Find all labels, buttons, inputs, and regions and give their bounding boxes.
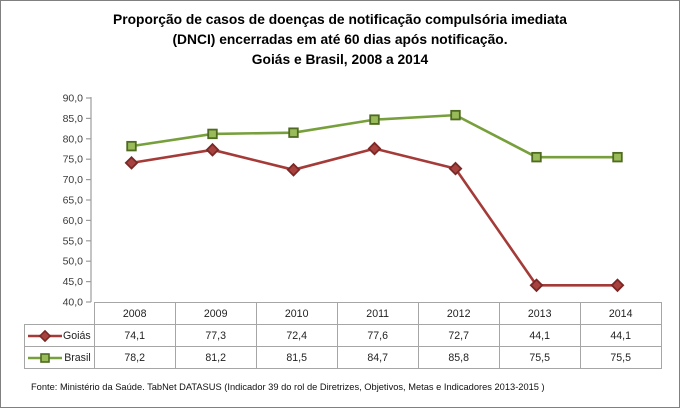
value-cell: 75,5 [579, 346, 662, 369]
series-label-goias: Goiás [63, 329, 91, 342]
table-row-brasil: Brasil 78,2 81,2 81,5 84,7 85,8 75,5 75,5 [24, 346, 662, 369]
chart-title: Proporção de casos de doenças de notific… [1, 10, 679, 70]
diamond-marker-icon [529, 278, 544, 293]
value-cell: 75,5 [498, 346, 581, 369]
y-tick-label: 60,0 [63, 215, 84, 227]
y-tick-label: 70,0 [63, 174, 84, 186]
value-cell: 84,7 [336, 346, 419, 369]
table-row-goias: Goiás 74,1 77,3 72,4 77,6 72,7 44,1 44,1 [24, 324, 662, 347]
source-note: Fonte: Ministério da Saúde. TabNet DATAS… [31, 382, 545, 392]
year-cell: 2012 [417, 302, 500, 325]
value-cell: 72,7 [417, 324, 500, 347]
goias-legend-key-icon [27, 329, 63, 342]
square-marker-icon [126, 140, 137, 152]
y-tick-label: 65,0 [63, 195, 84, 207]
value-cell: 77,3 [174, 324, 257, 347]
y-tick-label: 75,0 [63, 154, 84, 166]
diamond-marker-icon [286, 162, 301, 177]
diamond-marker-icon [205, 142, 220, 157]
square-marker-icon [612, 151, 623, 163]
legend-cell-brasil: Brasil [24, 346, 95, 369]
y-tick-label: 80,0 [63, 133, 84, 145]
value-cell: 44,1 [579, 324, 662, 347]
value-cell: 81,2 [174, 346, 257, 369]
series-brasil [126, 109, 623, 163]
diamond-marker-icon [448, 161, 463, 176]
series-goiás [124, 141, 625, 293]
square-marker-icon [288, 127, 299, 138]
chart-title-line3: Goiás e Brasil, 2008 a 2014 [251, 52, 429, 67]
value-cell: 77,6 [336, 324, 419, 347]
series-label-brasil: Brasil [64, 351, 91, 364]
year-cell: 2008 [93, 302, 176, 325]
value-cell: 44,1 [498, 324, 581, 347]
brasil-legend-key-icon [27, 352, 63, 364]
year-cell: 2011 [336, 302, 419, 325]
series-line [131, 147, 618, 287]
chart-title-line2: (DNCI) encerradas em até 60 dias após no… [172, 32, 508, 47]
value-cell: 72,4 [255, 324, 338, 347]
value-cell: 81,5 [255, 346, 338, 369]
year-cell: 2014 [579, 302, 662, 325]
year-cell: 2013 [498, 302, 581, 325]
year-cell: 2010 [255, 302, 338, 325]
table-corner-spacer [25, 303, 95, 325]
square-marker-icon [369, 114, 380, 125]
y-tick-label: 85,0 [63, 113, 84, 125]
square-marker-icon [207, 128, 218, 140]
y-tick-label: 50,0 [63, 256, 84, 268]
chart-title-line1: Proporção de casos de doenças de notific… [113, 12, 567, 27]
legend-cell-goias: Goiás [24, 324, 95, 347]
year-header-row: 2008 2009 2010 2011 2012 2013 2014 [25, 302, 662, 325]
data-table: 2008 2009 2010 2011 2012 2013 2014 Goiás 74,1 7… [24, 302, 662, 369]
square-marker-icon [531, 151, 542, 163]
y-tick-label: 55,0 [63, 235, 84, 247]
y-tick-label: 45,0 [63, 276, 84, 288]
value-cell: 78,2 [93, 346, 176, 369]
diamond-marker-icon [367, 141, 382, 156]
value-cell: 85,8 [417, 346, 500, 369]
diamond-marker-icon [124, 155, 139, 170]
series-line [131, 113, 618, 159]
diamond-marker-icon [610, 278, 625, 293]
year-cell: 2009 [174, 302, 257, 325]
value-cell: 74,1 [93, 324, 176, 347]
square-marker-icon [450, 109, 461, 121]
y-tick-label: 90,0 [63, 93, 84, 105]
